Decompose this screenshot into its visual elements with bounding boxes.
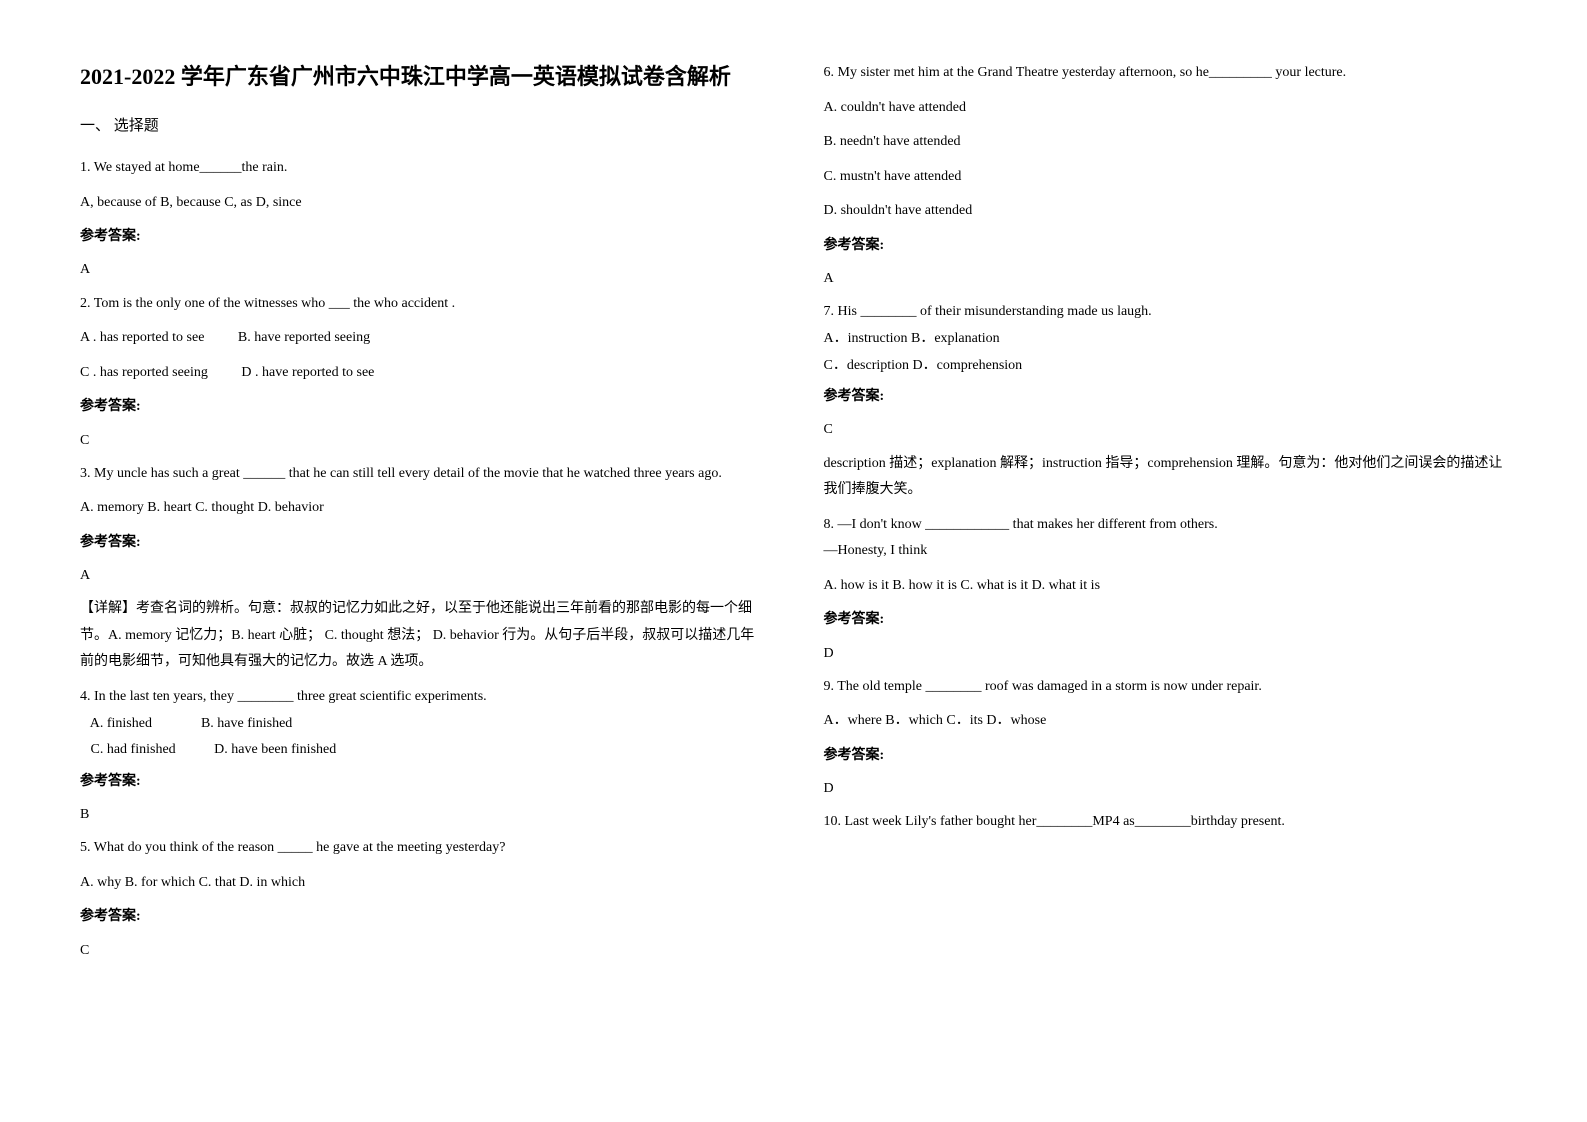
q6-text: 6. My sister met him at the Grand Theatr… — [824, 60, 1508, 87]
q7-line2: C．description D．comprehension — [824, 353, 1508, 380]
q3-answer-label: 参考答案: — [80, 530, 764, 555]
q1-answer-label: 参考答案: — [80, 224, 764, 249]
q5-answer-label: 参考答案: — [80, 904, 764, 929]
q8-text: 8. —I don't know ____________ that makes… — [824, 512, 1508, 539]
q6-optA: A. couldn't have attended — [824, 95, 1508, 122]
q3-options: A. memory B. heart C. thought D. behavio… — [80, 495, 764, 522]
q1-options: A, because of B, because C, as D, since — [80, 190, 764, 217]
q3-answer: A — [80, 563, 764, 588]
q8-line1: —Honesty, I think — [824, 538, 1508, 565]
q5-answer: C — [80, 938, 764, 963]
q6-answer-label: 参考答案: — [824, 233, 1508, 258]
q2-answer: C — [80, 428, 764, 453]
q5-text: 5. What do you think of the reason _____… — [80, 835, 764, 862]
q2-optC: C . has reported seeing — [80, 365, 208, 380]
q4-answer: B — [80, 802, 764, 827]
q2-answer-label: 参考答案: — [80, 394, 764, 419]
q4-answer-label: 参考答案: — [80, 769, 764, 794]
q6-optC: C. mustn't have attended — [824, 164, 1508, 191]
q8-answer-label: 参考答案: — [824, 607, 1508, 632]
q9-answer-label: 参考答案: — [824, 743, 1508, 768]
q7-answer: C — [824, 417, 1508, 442]
section-header: 一、 选择题 — [80, 113, 764, 140]
right-column: 6. My sister met him at the Grand Theatr… — [824, 60, 1508, 971]
q6-answer: A — [824, 266, 1508, 291]
q4-line1: A. finished B. have finished — [80, 711, 764, 738]
q10-text: 10. Last week Lily's father bought her__… — [824, 809, 1508, 836]
q7-explanation: description 描述；explanation 解释；instructio… — [824, 451, 1508, 504]
q2-optA: A . has reported to see — [80, 330, 204, 345]
q1-text: 1. We stayed at home______the rain. — [80, 155, 764, 182]
q7-line1: A．instruction B．explanation — [824, 326, 1508, 353]
q4-line2: C. had finished D. have been finished — [80, 737, 764, 764]
q7-answer-label: 参考答案: — [824, 384, 1508, 409]
q9-text: 9. The old temple ________ roof was dama… — [824, 674, 1508, 701]
left-column: 2021-2022 学年广东省广州市六中珠江中学高一英语模拟试卷含解析 一、 选… — [80, 60, 764, 971]
q4-text: 4. In the last ten years, they ________ … — [80, 684, 764, 711]
q9-options: A．where B．which C．its D．whose — [824, 708, 1508, 735]
exam-title: 2021-2022 学年广东省广州市六中珠江中学高一英语模拟试卷含解析 — [80, 60, 764, 93]
q3-explanation: 【详解】考查名词的辨析。句意：叔叔的记忆力如此之好，以至于他还能说出三年前看的那… — [80, 596, 764, 676]
q2-options-row2: C . has reported seeing D . have reporte… — [80, 360, 764, 387]
exam-page: 2021-2022 学年广东省广州市六中珠江中学高一英语模拟试卷含解析 一、 选… — [80, 60, 1507, 971]
q6-optB: B. needn't have attended — [824, 129, 1508, 156]
q2-options-row1: A . has reported to see B. have reported… — [80, 325, 764, 352]
q5-options: A. why B. for which C. that D. in which — [80, 870, 764, 897]
q8-answer: D — [824, 641, 1508, 666]
q8-options: A. how is it B. how it is C. what is it … — [824, 573, 1508, 600]
q3-text: 3. My uncle has such a great ______ that… — [80, 461, 764, 488]
q6-optD: D. shouldn't have attended — [824, 198, 1508, 225]
q7-text: 7. His ________ of their misunderstandin… — [824, 299, 1508, 326]
q2-optB: B. have reported seeing — [238, 330, 370, 345]
q1-answer: A — [80, 257, 764, 282]
q2-text: 2. Tom is the only one of the witnesses … — [80, 291, 764, 318]
q9-answer: D — [824, 776, 1508, 801]
q2-optD: D . have reported to see — [241, 365, 374, 380]
